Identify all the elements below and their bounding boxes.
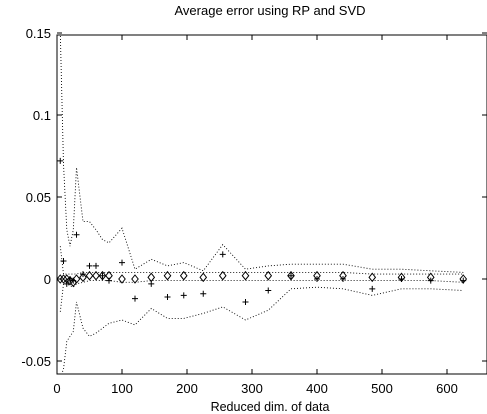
svd-error-point bbox=[179, 270, 188, 281]
x-tick-label: 0 bbox=[53, 381, 60, 396]
svd-error-point bbox=[287, 270, 295, 281]
svd-error-point bbox=[313, 270, 321, 281]
dotted-bound-line bbox=[59, 280, 464, 312]
y-tick-label: 0.15 bbox=[26, 26, 51, 41]
y-tick-label: 0.1 bbox=[33, 108, 51, 123]
y-tick-label: 0 bbox=[44, 272, 51, 287]
svd-error-point bbox=[199, 272, 208, 283]
plot-area bbox=[57, 35, 468, 374]
x-tick-label: 100 bbox=[111, 381, 133, 396]
rp-error-point bbox=[132, 295, 138, 302]
rp-error-point bbox=[180, 292, 187, 299]
rp-error-point bbox=[99, 272, 106, 279]
svd-error-point bbox=[85, 270, 94, 281]
svd-error-point bbox=[59, 274, 68, 284]
rp-error-point bbox=[93, 262, 99, 269]
svd-error-point bbox=[459, 274, 468, 284]
svd-error-point bbox=[118, 274, 126, 284]
rp-error-point bbox=[73, 231, 80, 238]
rp-error-point bbox=[86, 262, 93, 269]
rp-error-point bbox=[288, 272, 294, 279]
x-tick-label: 500 bbox=[371, 381, 393, 396]
svd-error-point bbox=[92, 270, 100, 281]
x-tick-label: 600 bbox=[436, 381, 458, 396]
svd-error-point bbox=[79, 272, 87, 283]
rp-error-point bbox=[119, 259, 125, 266]
x-axis-label: Reduced dim. of data bbox=[211, 400, 330, 414]
svd-error-point bbox=[241, 270, 250, 281]
rp-error-point bbox=[369, 285, 376, 292]
svd-error-point bbox=[218, 270, 227, 281]
x-tick-label: 300 bbox=[241, 381, 263, 396]
svd-error-point bbox=[397, 272, 406, 283]
dotted-bound-line bbox=[61, 286, 464, 374]
svd-error-point bbox=[147, 272, 156, 283]
svd-error-point bbox=[426, 272, 435, 283]
rp-error-point bbox=[265, 287, 272, 294]
rp-error-point bbox=[60, 257, 67, 264]
svd-error-point bbox=[98, 270, 107, 281]
x-tick-label: 400 bbox=[306, 381, 328, 396]
svd-error-point bbox=[57, 274, 65, 284]
svd-error-point bbox=[339, 270, 347, 281]
svd-error-point bbox=[163, 270, 172, 281]
rp-error-point bbox=[63, 280, 70, 287]
x-tick-label: 200 bbox=[176, 381, 198, 396]
svd-error-point bbox=[264, 270, 273, 281]
dotted-bound-line bbox=[59, 246, 464, 275]
svd-error-point bbox=[131, 274, 139, 284]
plot-frame bbox=[56, 34, 487, 375]
y-tick-label: -0.05 bbox=[21, 354, 51, 369]
series-layer bbox=[57, 35, 468, 374]
svd-error-point bbox=[105, 270, 113, 281]
rp-error-point bbox=[219, 251, 226, 258]
chart-title: Average error using RP and SVD bbox=[174, 3, 365, 18]
rp-error-point bbox=[200, 290, 207, 297]
svd-error-point bbox=[368, 272, 377, 283]
rp-error-point bbox=[164, 294, 171, 301]
rp-error-point bbox=[57, 157, 64, 164]
y-tick-label: 0.05 bbox=[26, 190, 51, 205]
dotted-bound-line bbox=[59, 35, 464, 273]
svd-error-point bbox=[72, 274, 81, 284]
rp-error-point bbox=[242, 298, 249, 305]
rp-error-point bbox=[106, 277, 112, 284]
